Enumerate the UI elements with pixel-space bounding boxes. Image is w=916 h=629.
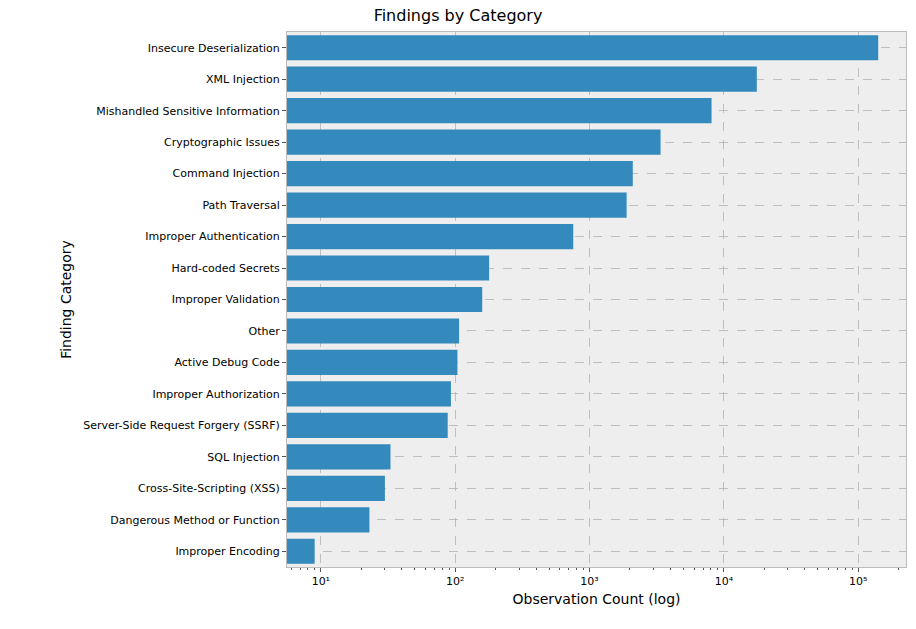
svg-text:Path Traversal: Path Traversal (202, 199, 279, 212)
svg-text:Hard-coded Secrets: Hard-coded Secrets (172, 262, 280, 275)
svg-text:10⁴: 10⁴ (715, 575, 734, 588)
svg-text:Findings by Category: Findings by Category (374, 6, 543, 25)
svg-text:10¹: 10¹ (312, 575, 330, 588)
svg-text:Active Debug Code: Active Debug Code (174, 356, 280, 369)
svg-text:Dangerous Method or Function: Dangerous Method or Function (110, 514, 279, 527)
svg-text:Observation Count (log): Observation Count (log) (513, 591, 681, 607)
svg-text:Improper Validation: Improper Validation (172, 293, 280, 306)
svg-text:Other: Other (249, 325, 281, 338)
svg-text:SQL Injection: SQL Injection (207, 451, 279, 464)
svg-text:Cryptographic Issues: Cryptographic Issues (164, 136, 280, 149)
svg-text:Cross-Site-Scripting (XSS): Cross-Site-Scripting (XSS) (138, 482, 280, 495)
svg-text:Improper Authentication: Improper Authentication (145, 230, 279, 243)
svg-text:Improper Authorization: Improper Authorization (152, 388, 279, 401)
svg-text:10²: 10² (446, 575, 464, 588)
svg-text:Insecure Deserialization: Insecure Deserialization (148, 42, 280, 55)
svg-text:Command Injection: Command Injection (173, 167, 280, 180)
svg-text:Finding Category: Finding Category (58, 240, 74, 359)
svg-text:10³: 10³ (580, 575, 598, 588)
svg-text:Improper Encoding: Improper Encoding (175, 545, 279, 558)
svg-text:Mishandled Sensitive Informati: Mishandled Sensitive Information (96, 105, 280, 118)
svg-text:Server-Side Request Forgery (S: Server-Side Request Forgery (SSRF) (83, 419, 280, 432)
svg-text:XML Injection: XML Injection (206, 73, 280, 86)
svg-text:10⁵: 10⁵ (849, 575, 867, 588)
